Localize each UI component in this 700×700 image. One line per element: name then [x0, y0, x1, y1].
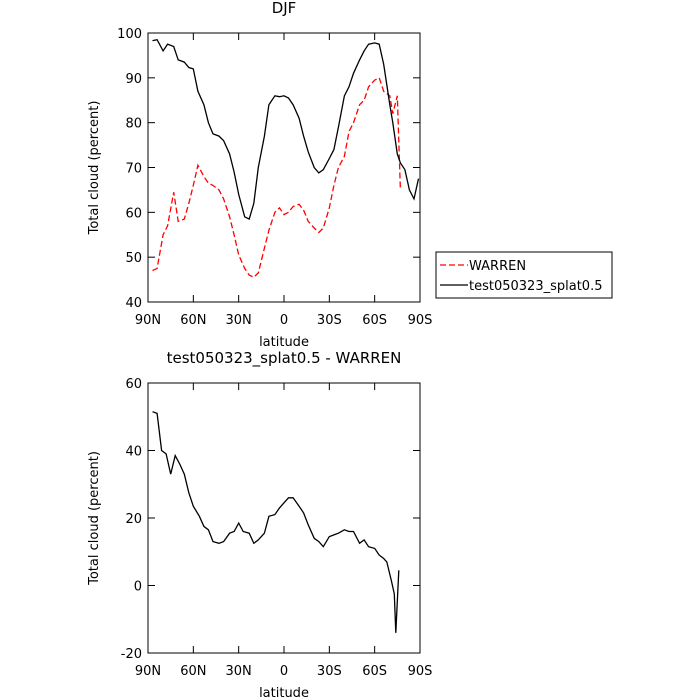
x-tick-label: 30S [317, 313, 342, 328]
chart-title: test050323_splat0.5 - WARREN [167, 349, 402, 368]
x-tick-label: 90N [135, 313, 161, 328]
y-tick-label: 20 [125, 512, 142, 527]
x-axis-label: latitude [259, 335, 309, 350]
x-tick-label: 90N [135, 664, 161, 679]
y-tick-label: -20 [121, 647, 142, 662]
x-tick-label: 60N [180, 313, 206, 328]
y-tick-label: 100 [117, 27, 142, 42]
x-tick-label: 0 [280, 664, 288, 679]
y-tick-label: 40 [125, 296, 142, 311]
y-tick-label: 90 [125, 72, 142, 87]
legend-label: test050323_splat0.5 [469, 279, 602, 294]
y-tick-label: 60 [125, 377, 142, 392]
y-tick-label: 40 [125, 445, 142, 460]
x-axis-label: latitude [259, 686, 309, 700]
x-tick-label: 90S [408, 664, 433, 679]
x-tick-label: 30N [226, 664, 252, 679]
y-tick-label: 50 [125, 251, 142, 266]
legend-box [435, 251, 613, 299]
x-tick-label: 30S [317, 664, 342, 679]
y-tick-label: 70 [125, 162, 142, 177]
data-line [152, 76, 402, 279]
data-line [152, 411, 400, 633]
x-tick-label: 90S [408, 313, 433, 328]
plot-frame [147, 382, 421, 654]
data-line [152, 38, 420, 221]
legend-label: WARREN [469, 259, 526, 274]
y-tick-label: 80 [125, 117, 142, 132]
y-tick-label: 0 [134, 580, 142, 595]
chart-title: DJF [272, 0, 297, 17]
x-tick-label: 0 [280, 313, 288, 328]
x-tick-label: 60S [362, 664, 387, 679]
x-tick-label: 30N [226, 313, 252, 328]
plot-frame [147, 32, 421, 303]
y-axis-label: Total cloud (percent) [87, 451, 102, 586]
x-tick-label: 60N [180, 664, 206, 679]
y-axis-label: Total cloud (percent) [87, 101, 102, 236]
x-tick-label: 60S [362, 313, 387, 328]
y-tick-label: 60 [125, 206, 142, 221]
